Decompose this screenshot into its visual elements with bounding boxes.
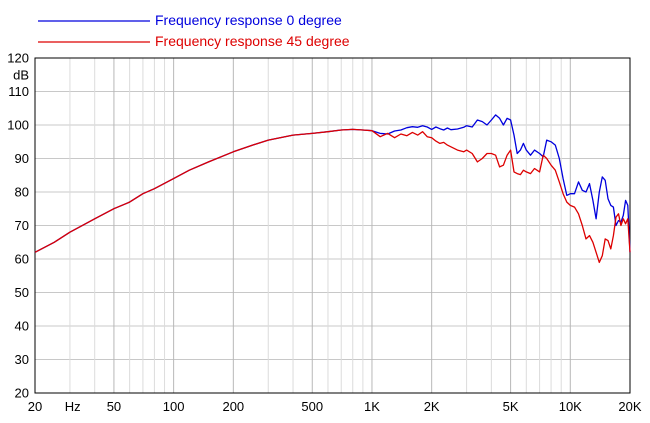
y-tick-labels: 20 30 40 50 60 70 80 90 100 110 120 — [7, 51, 29, 401]
y-tick-label: 80 — [15, 185, 29, 200]
y-axis-label: dB — [13, 67, 29, 82]
series-line-45deg — [34, 128, 631, 264]
y-tick-label: 90 — [15, 151, 29, 166]
x-tick-label: 20 — [28, 399, 42, 414]
legend: Frequency response 0 degree Frequency re… — [38, 12, 350, 49]
x-tick-label: 20K — [618, 399, 641, 414]
x-tick-label: 2K — [424, 399, 440, 414]
y-tick-label: 100 — [7, 118, 29, 133]
x-tick-label: 1K — [364, 399, 380, 414]
grid — [34, 57, 631, 394]
series-line-0deg — [34, 114, 631, 253]
y-tick-label: 60 — [15, 252, 29, 267]
plot-frame — [34, 57, 631, 394]
x-tick-label: 10K — [559, 399, 582, 414]
x-tick-label: 5K — [503, 399, 519, 414]
x-tick-label: 200 — [222, 399, 244, 414]
x-tick-labels: 20 50 100 200 500 1K 2K 5K 10K 20K — [28, 399, 642, 414]
legend-label-0deg: Frequency response 0 degree — [155, 12, 342, 28]
y-tick-label: 20 — [15, 386, 29, 401]
y-tick-label: 30 — [15, 352, 29, 367]
y-tick-label: 110 — [8, 84, 29, 99]
y-tick-label: 50 — [15, 285, 29, 300]
x-tick-label: 100 — [163, 399, 185, 414]
y-tick-label: 70 — [15, 218, 29, 233]
series-layer — [34, 114, 631, 264]
y-tick-label: 40 — [15, 319, 29, 334]
x-axis-label: Hz — [65, 399, 81, 414]
x-tick-label: 500 — [301, 399, 323, 414]
legend-label-45deg: Frequency response 45 degree — [155, 33, 350, 49]
x-tick-label: 50 — [107, 399, 121, 414]
y-tick-label: 120 — [7, 51, 29, 66]
